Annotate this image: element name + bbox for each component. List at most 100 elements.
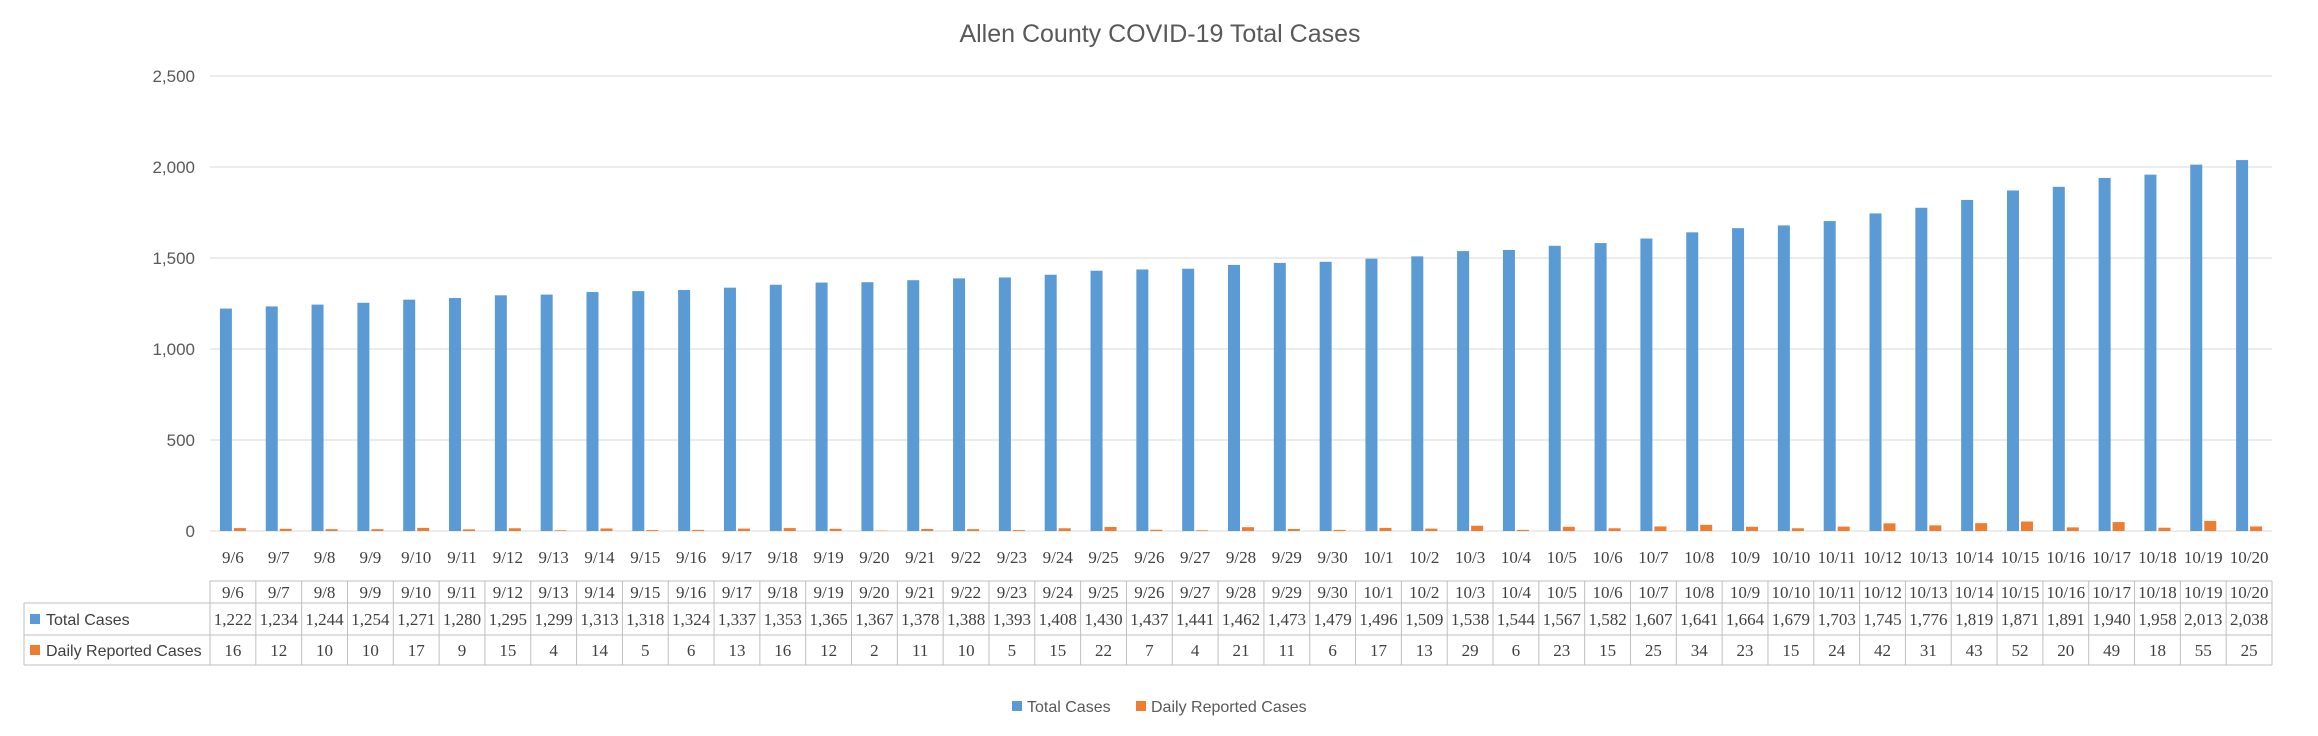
x-tick-label: 10/19 (2184, 548, 2223, 567)
table-cell: 1,280 (443, 610, 481, 629)
bar-daily-reported-cases (737, 528, 750, 531)
bar-total-cases (2144, 174, 2157, 532)
bar-total-cases (1273, 262, 1286, 531)
table-cell: 13 (1416, 641, 1433, 660)
x-axis-categories: 9/6 9/7 9/8 9/9 9/10 9/11 9/12 9/13 9/14 9/15 9/16… (222, 548, 2268, 567)
bar-daily-reported-cases (417, 527, 430, 531)
table-cell: 1,365 (809, 610, 847, 629)
legend-swatch (1136, 701, 1146, 711)
table-cell: 1,607 (1634, 610, 1673, 629)
bar-daily-reported-cases (921, 528, 934, 531)
table-cell: 25 (1645, 641, 1662, 660)
bar-total-cases (1640, 238, 1653, 531)
x-tick-label: 9/25 (1088, 548, 1118, 567)
table-header-cell: 9/14 (584, 583, 615, 602)
table-cell: 20 (2057, 641, 2074, 660)
x-tick-label: 10/10 (1771, 548, 1810, 567)
table-cell: 1,940 (2092, 610, 2130, 629)
table-cell: 1,479 (1314, 610, 1352, 629)
table-cell: 1,378 (901, 610, 939, 629)
bar-total-cases (723, 287, 736, 531)
table-legend-key (30, 614, 40, 624)
legend: Total Cases Daily Reported Cases (1012, 699, 1307, 716)
table-cell: 1,441 (1176, 610, 1214, 629)
x-tick-label: 9/6 (222, 548, 244, 567)
table-cell: 1,393 (993, 610, 1031, 629)
table-header-cell: 9/8 (314, 583, 336, 602)
x-tick-label: 10/18 (2138, 548, 2177, 567)
table-cell: 6 (687, 641, 696, 660)
table-cell: 18 (2149, 641, 2166, 660)
x-tick-label: 9/16 (676, 548, 706, 567)
x-tick-label: 9/28 (1226, 548, 1256, 567)
table-cell: 1,313 (580, 610, 618, 629)
table-header-cell: 9/10 (401, 583, 431, 602)
x-tick-label: 10/13 (1909, 548, 1948, 567)
table-cell: 14 (591, 641, 609, 660)
legend-label: Total Cases (1027, 699, 1111, 716)
x-tick-label: 10/3 (1455, 548, 1485, 567)
table-cell: 1,871 (2001, 610, 2039, 629)
table-cell: 16 (224, 641, 241, 660)
bar-daily-reported-cases (2204, 520, 2217, 531)
table-cell: 1,891 (2047, 610, 2085, 629)
bar-total-cases (403, 299, 416, 531)
x-tick-label: 10/8 (1684, 548, 1714, 567)
bar-total-cases (2098, 177, 2111, 532)
bar-daily-reported-cases (692, 529, 705, 531)
bar-daily-reported-cases (1700, 524, 1713, 531)
x-tick-label: 9/13 (539, 548, 569, 567)
table-cell: 52 (2011, 641, 2028, 660)
bar-total-cases (449, 298, 462, 531)
x-tick-label: 10/9 (1730, 548, 1760, 567)
x-tick-label: 9/10 (401, 548, 431, 567)
table-cell: 1,496 (1359, 610, 1397, 629)
table-header-cell: 9/15 (630, 583, 660, 602)
bar-total-cases (1548, 245, 1561, 531)
table-header-cell: 9/11 (447, 583, 477, 602)
table-header-cell: 9/17 (722, 583, 753, 602)
x-tick-label: 10/20 (2230, 548, 2269, 567)
legend-swatch (1012, 701, 1022, 711)
bar-daily-reported-cases (1012, 530, 1025, 531)
x-tick-label: 10/17 (2092, 548, 2131, 567)
table-cell: 2,013 (2184, 610, 2222, 629)
bar-daily-reported-cases (1058, 528, 1071, 531)
bar-total-cases (1594, 243, 1607, 532)
x-tick-label: 9/26 (1134, 548, 1164, 567)
table-cell: 23 (1553, 641, 1570, 660)
table-cell: 22 (1095, 641, 1112, 660)
table-header-cell: 9/16 (676, 583, 706, 602)
table-cell: 10 (958, 641, 975, 660)
table-cell: 1,324 (672, 610, 711, 629)
data-table: 9/6 9/7 9/8 9/9 9/10 9/11 9/12 9/13 9/14 9/15 9/16… (23, 580, 2273, 666)
bar-total-cases (1182, 268, 1195, 531)
x-tick-label: 9/24 (1043, 548, 1074, 567)
bar-total-cases (1319, 261, 1332, 531)
bar-total-cases (2052, 186, 2065, 531)
x-tick-label: 9/21 (905, 548, 935, 567)
table-header-cell: 10/20 (2230, 583, 2269, 602)
table-header-cell: 10/11 (1818, 583, 1856, 602)
table-cell: 1,819 (1955, 610, 1993, 629)
table-header-cell: 10/13 (1909, 583, 1948, 602)
table-cell: 9 (458, 641, 467, 660)
table-header-cell: 9/9 (360, 583, 382, 602)
x-tick-label: 10/7 (1638, 548, 1669, 567)
x-tick-label: 9/27 (1180, 548, 1211, 567)
table-cell: 1,222 (214, 610, 252, 629)
bar-total-cases (540, 294, 553, 531)
x-tick-label: 10/15 (2001, 548, 2040, 567)
bar-total-cases (311, 304, 324, 531)
y-tick-label: 1,500 (152, 249, 195, 268)
bar-daily-reported-cases (646, 530, 659, 531)
x-tick-label: 10/11 (1818, 548, 1856, 567)
table-header-cell: 9/19 (813, 583, 843, 602)
table-cell: 1,641 (1680, 610, 1718, 629)
chart-title: Allen County COVID-19 Total Cases (959, 20, 1360, 48)
bar-total-cases (2190, 164, 2203, 531)
x-tick-label: 9/23 (997, 548, 1027, 567)
bar-daily-reported-cases (1516, 529, 1529, 531)
x-tick-label: 9/7 (268, 548, 290, 567)
table-cell: 55 (2195, 641, 2212, 660)
